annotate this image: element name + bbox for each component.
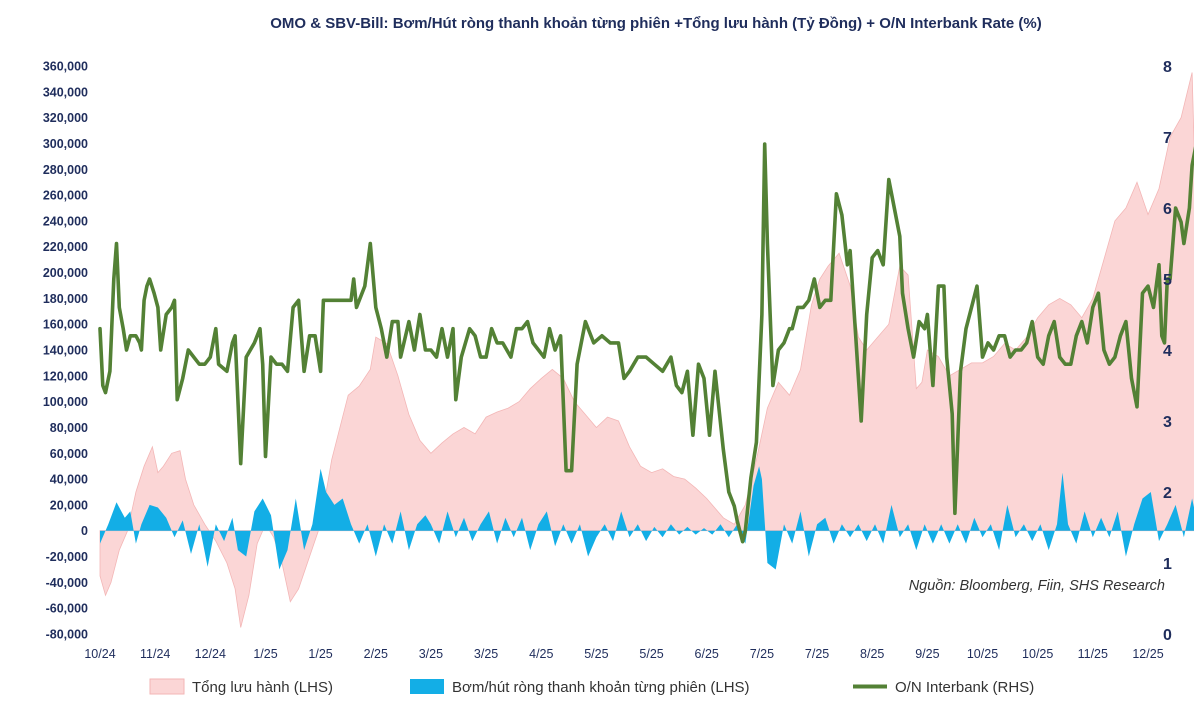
legend-item-on-interbank-label: O/N Interbank (RHS)	[895, 679, 1034, 696]
y-left-tick-label: 320,000	[43, 111, 88, 125]
y-left-tick-label: 80,000	[50, 421, 88, 435]
y-left-tick-label: 240,000	[43, 214, 88, 228]
series-total-outstanding-area	[99, 72, 1194, 628]
y-right-tick-label: 5	[1163, 272, 1172, 289]
source-note: Nguồn: Bloomberg, Fiin, SHS Research	[909, 578, 1165, 594]
x-tick-label: 10/25	[1022, 647, 1053, 661]
x-tick-label: 12/25	[1132, 647, 1163, 661]
y-left-tick-label: 220,000	[43, 240, 88, 254]
y-right-tick-label: 8	[1163, 59, 1172, 76]
y-right-tick-label: 6	[1163, 201, 1172, 218]
x-tick-label: 7/25	[805, 647, 829, 661]
y-left-tick-label: 300,000	[43, 137, 88, 151]
x-tick-label: 9/25	[915, 647, 939, 661]
x-tick-label: 5/25	[584, 647, 608, 661]
legend-item-net-injection-swatch	[410, 679, 444, 694]
y-left-tick-label: 20,000	[50, 498, 88, 512]
x-tick-label: 7/25	[750, 647, 774, 661]
y-right-tick-label: 7	[1163, 130, 1172, 147]
x-tick-label: 12/24	[195, 647, 226, 661]
legend-item-total-outstanding-label: Tổng lưu hành (LHS)	[192, 679, 333, 696]
y-left-tick-label: -80,000	[46, 628, 88, 642]
x-tick-label: 8/25	[860, 647, 884, 661]
y-right-tick-label: 1	[1163, 556, 1172, 573]
y-right-tick-label: 2	[1163, 485, 1172, 502]
x-tick-label: 1/25	[253, 647, 277, 661]
y-left-tick-label: 180,000	[43, 292, 88, 306]
x-tick-label: 11/24	[140, 647, 170, 661]
y-left-tick-label: -60,000	[46, 602, 88, 616]
y-left-tick-label: 360,000	[43, 60, 88, 74]
y-right-tick-label: 3	[1163, 414, 1172, 431]
y-axis-left: 360,000 340,000 320,000 300,000 280,000 260,0…	[43, 60, 88, 642]
y-left-tick-label: 340,000	[43, 85, 88, 99]
x-tick-label: 4/25	[529, 647, 553, 661]
y-right-tick-label: 0	[1163, 627, 1172, 644]
x-tick-label: 10/25	[967, 647, 998, 661]
x-tick-label: 6/25	[695, 647, 719, 661]
y-left-tick-label: 40,000	[50, 473, 88, 487]
x-axis: 10/24 11/24 12/24 1/25 1/25 2/25 3/25 3/25 4/25 5…	[84, 647, 1163, 661]
area-net-injection	[100, 466, 1194, 570]
legend: Tổng lưu hành (LHS) Bơm/hút ròng thanh kh…	[149, 678, 1034, 696]
legend-item-total-outstanding-swatch	[149, 678, 185, 695]
x-tick-label: 11/25	[1078, 647, 1108, 661]
series-on-interbank-line	[98, 142, 1194, 544]
y-left-tick-label: 0	[81, 524, 88, 538]
y-left-tick-label: 60,000	[50, 447, 88, 461]
y-left-tick-label: 260,000	[43, 189, 88, 203]
y-right-tick-label: 4	[1163, 343, 1172, 360]
y-left-tick-label: 120,000	[43, 369, 88, 383]
line-on-interbank	[98, 142, 1194, 544]
y-left-tick-label: 160,000	[43, 318, 88, 332]
x-tick-label: 2/25	[364, 647, 388, 661]
legend-item-net-injection-label: Bơm/hút ròng thanh khoản từng phiên (LHS…	[452, 679, 750, 696]
x-tick-label: 10/24	[84, 647, 115, 661]
y-left-tick-label: 280,000	[43, 163, 88, 177]
area-total-outstanding	[99, 72, 1194, 628]
x-tick-label: 5/25	[639, 647, 663, 661]
x-tick-label: 1/25	[308, 647, 332, 661]
y-left-tick-label: 140,000	[43, 344, 88, 358]
y-left-tick-label: -40,000	[46, 576, 88, 590]
x-tick-label: 3/25	[419, 647, 443, 661]
y-left-tick-label: 200,000	[43, 266, 88, 280]
y-axis-right: 8 7 6 5 4 3 2 1 0	[1163, 59, 1172, 644]
series-net-injection-area	[100, 466, 1194, 570]
x-tick-label: 3/25	[474, 647, 498, 661]
y-left-tick-label: -20,000	[46, 550, 88, 564]
y-left-tick-label: 100,000	[43, 395, 88, 409]
chart-title: OMO & SBV-Bill: Bơm/Hút ròng thanh khoản…	[270, 15, 1042, 32]
